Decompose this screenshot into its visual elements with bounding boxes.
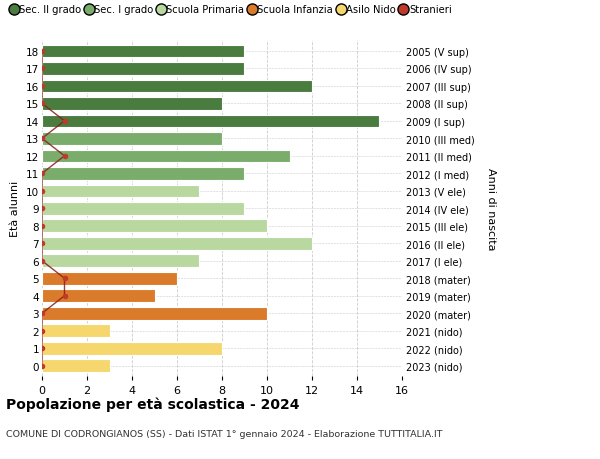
Text: Popolazione per età scolastica - 2024: Popolazione per età scolastica - 2024 bbox=[6, 397, 299, 412]
Bar bbox=[42, 45, 245, 58]
Bar bbox=[42, 98, 222, 111]
Bar bbox=[42, 342, 222, 355]
Bar bbox=[42, 150, 290, 163]
Bar bbox=[42, 133, 222, 146]
Bar bbox=[42, 325, 110, 337]
Y-axis label: Età alunni: Età alunni bbox=[10, 181, 20, 237]
Bar bbox=[42, 80, 312, 93]
Bar bbox=[42, 202, 245, 215]
Bar bbox=[42, 272, 177, 285]
Bar bbox=[42, 63, 245, 76]
Bar bbox=[42, 307, 267, 320]
Bar bbox=[42, 168, 245, 180]
Y-axis label: Anni di nascita: Anni di nascita bbox=[486, 168, 496, 250]
Bar bbox=[42, 237, 312, 250]
Legend: Sec. II grado, Sec. I grado, Scuola Primaria, Scuola Infanzia, Asilo Nido, Stran: Sec. II grado, Sec. I grado, Scuola Prim… bbox=[11, 5, 452, 15]
Bar bbox=[42, 115, 380, 128]
Bar bbox=[42, 290, 155, 302]
Bar bbox=[42, 220, 267, 233]
Text: COMUNE DI CODRONGIANOS (SS) - Dati ISTAT 1° gennaio 2024 - Elaborazione TUTTITAL: COMUNE DI CODRONGIANOS (SS) - Dati ISTAT… bbox=[6, 429, 443, 438]
Bar bbox=[42, 185, 199, 198]
Bar bbox=[42, 360, 110, 372]
Bar bbox=[42, 255, 199, 268]
